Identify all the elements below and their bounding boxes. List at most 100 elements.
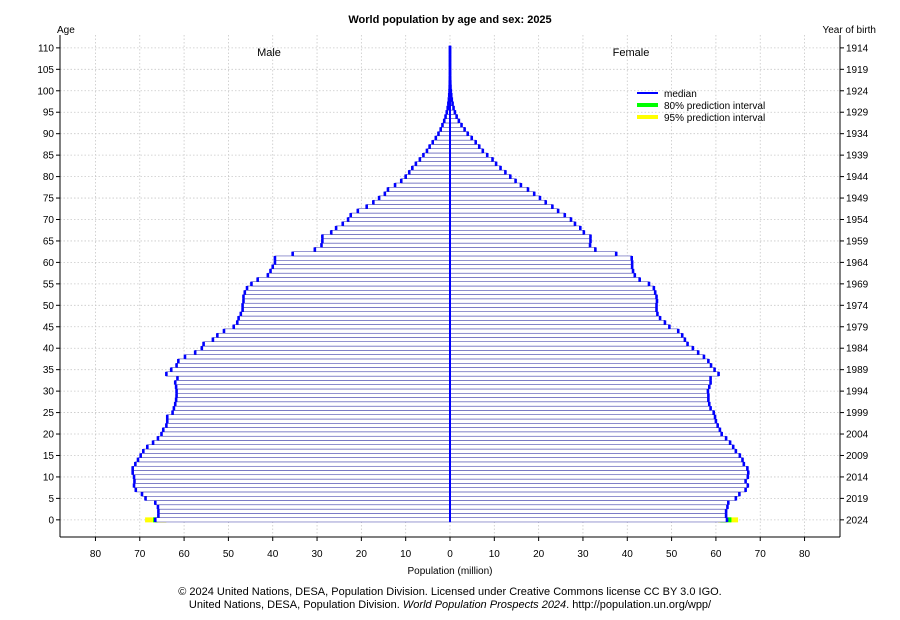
age-tick-label-14: 70 [43,215,55,226]
female-bar-age-37 [449,358,709,364]
female-bar-age-63 [449,247,596,252]
male-bar-age-45 [233,324,451,330]
x-tick-label-0: 80 [90,549,102,560]
x-tick-label-5: 30 [311,549,323,560]
female-label: Female [613,47,650,59]
bars [131,45,750,523]
male-bar-age-65 [322,238,451,244]
female-bar-age-71 [449,212,566,218]
female-bar-age-36 [449,363,712,368]
female-bar-age-68 [449,225,581,231]
birth-year-tick-label-3: 2009 [846,451,869,462]
female-bar-age-64 [449,242,591,248]
birth-year-tick-label-1: 2019 [846,494,869,505]
female-bar-age-89 [449,135,472,141]
female-bar-age-28 [449,397,709,403]
male-bar-age-11 [132,470,451,476]
female-bar-age-6 [449,491,740,497]
birth-year-tick-label-11: 1969 [846,279,869,290]
birth-year-tick-label-0: 2024 [846,515,869,526]
male-bar-age-34 [166,371,451,377]
x-tick-label-2: 60 [179,549,191,560]
male-bar-age-0 [155,517,451,523]
x-tick-label-16: 80 [799,549,811,560]
age-tick-label-22: 110 [38,43,54,54]
male-bar-age-32 [175,380,451,385]
female-bar-age-72 [449,208,559,214]
male-bar-age-61 [274,255,451,261]
male-bar-age-17 [147,444,451,450]
male-bar-age-74 [373,199,451,205]
male-bar-age-13 [135,461,451,467]
male-bar-age-73 [366,204,451,209]
male-bar-age-53 [244,290,451,295]
female-bar-age-60 [449,260,633,265]
female-bar-age-7 [449,487,746,493]
female-bar-age-92 [449,122,462,128]
female-bar-age-39 [449,350,699,355]
female-bar-age-79 [449,178,516,184]
male-bar-age-76 [384,191,451,197]
female-bar-age-12 [449,465,748,471]
female-bar-age-75 [449,195,541,201]
birth-year-tick-label-2: 2014 [846,472,869,483]
male-bar-age-1 [158,513,451,518]
age-tick-label-16: 80 [43,172,55,183]
x-tick-label-13: 50 [666,549,678,560]
female-bar-age-82 [449,165,501,171]
female-bar-age-67 [449,229,585,235]
male-bar-age-26 [173,405,451,411]
male-bar-age-64 [321,242,451,248]
age-tick-label-13: 65 [43,236,55,247]
x-tick-label-11: 30 [577,549,589,560]
female-bar-age-47 [449,315,661,321]
female-bar-age-0 [449,517,728,523]
female-bar-age-24 [449,414,716,420]
female-bar-age-38 [449,354,705,360]
male-bar-age-42 [212,337,451,343]
male-bar-age-6 [141,491,451,497]
female-bar-age-74 [449,199,546,205]
female-bar-age-5 [449,496,737,501]
male-bar-age-62 [292,251,451,257]
female-bar-age-66 [449,234,591,240]
female-bar-age-42 [449,337,686,343]
female-bar-age-11 [449,470,749,476]
y-axis-label-left: Age [57,25,75,36]
male-bar-age-8 [133,483,451,488]
legend-median-label: median [664,89,697,100]
female-bar-age-18 [449,440,731,445]
age-tick-label-9: 45 [43,322,55,333]
male-bar-age-40 [201,345,451,351]
male-bar-age-35 [171,367,451,373]
female-bar-age-22 [449,423,718,428]
male-bar-age-19 [157,435,451,441]
male-bar-age-15 [140,453,451,458]
footer-citation-url: . http://population.un.org/wpp/ [566,599,712,611]
male-bar-age-71 [350,212,451,218]
female-bar-age-53 [449,290,656,295]
age-tick-label-2: 10 [43,472,55,483]
male-bar-age-51 [243,298,451,304]
male-bar-age-50 [242,302,451,308]
age-tick-label-5: 25 [43,408,55,419]
male-bar-age-52 [243,294,451,300]
birth-year-tick-label-15: 1949 [846,194,869,205]
female-bar-age-30 [449,388,709,394]
female-bar-age-62 [449,251,617,257]
age-tick-label-3: 15 [43,451,55,462]
male-bar-age-44 [223,328,451,334]
male-bar-age-68 [335,225,451,231]
female-bar-age-86 [449,148,484,154]
female-bar-age-88 [449,139,476,145]
birth-year-tick-label-6: 1994 [846,387,869,398]
female-bar-age-77 [449,187,529,192]
chart-title: World population by age and sex: 2025 [348,14,551,26]
female-bar-age-35 [449,367,715,373]
female-bar-age-33 [449,375,711,381]
female-bar-age-31 [449,384,710,390]
female-bar-age-70 [449,217,572,222]
female-bar-age-23 [449,418,717,424]
female-bar-age-26 [449,405,711,411]
